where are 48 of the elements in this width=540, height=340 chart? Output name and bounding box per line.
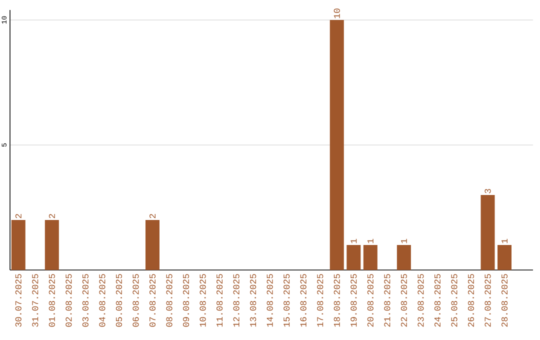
x-tick-label: 30.07.2025 [15, 274, 22, 327]
data-label: 1 [502, 238, 508, 244]
x-tick-label: 11.08.2025 [216, 274, 223, 327]
x-tick-label: 17.08.2025 [317, 274, 324, 327]
bar [498, 245, 512, 270]
x-tick-label: 25.08.2025 [451, 274, 458, 327]
x-tick-label: 28.08.2025 [501, 274, 508, 327]
x-tick-label: 16.08.2025 [300, 274, 306, 327]
x-tick-label: 10.08.2025 [200, 274, 206, 327]
x-tick-label: 05.08.2025 [116, 274, 122, 327]
x-tick-label: 20.08.2025 [367, 274, 374, 327]
data-label: 1 [350, 238, 357, 244]
x-tick-label: 04.08.2025 [99, 274, 106, 327]
data-label: 2 [48, 214, 55, 218]
x-tick-label: 13.08.2025 [250, 274, 256, 327]
data-label: 2 [149, 214, 156, 218]
bar [145, 220, 160, 270]
bar [363, 245, 378, 270]
bar [396, 245, 411, 270]
data-label: 1 [367, 238, 374, 244]
x-tick-label: 26.08.2025 [468, 274, 474, 327]
x-tick-label: 12.08.2025 [233, 274, 240, 327]
x-tick-label: 03.08.2025 [82, 274, 88, 327]
bar [480, 195, 495, 270]
bar [330, 20, 344, 270]
x-tick-label: 31.07.2025 [32, 274, 38, 327]
x-tick-label: 21.08.2025 [384, 274, 390, 327]
data-label: 2 [15, 214, 22, 218]
x-tick-label: 09.08.2025 [182, 274, 190, 327]
x-tick-label: 01.08.2025 [48, 274, 55, 327]
x-tick-label: 15.08.2025 [284, 274, 290, 327]
x-tick-label: 19.08.2025 [350, 274, 357, 327]
bar [44, 220, 59, 270]
x-tick-label: 24.08.2025 [434, 274, 441, 327]
x-tick-label: 18.08.2025 [334, 274, 340, 327]
x-tick-label: 02.08.2025 [66, 274, 72, 327]
x-tick-label: 23.08.2025 [418, 274, 424, 327]
data-label: 10 [334, 8, 340, 18]
x-tick-label: 08.08.2025 [166, 274, 172, 327]
x-tick-label: 06.08.2025 [132, 274, 139, 327]
x-tick-label: 27.08.2025 [484, 274, 491, 327]
x-tick-label: 07.08.2025 [149, 274, 156, 327]
data-label: 1 [400, 238, 407, 244]
x-tick-label: 14.08.2025 [266, 274, 273, 327]
data-label: 3 [484, 188, 491, 194]
bar [346, 245, 361, 270]
bar [11, 220, 26, 270]
x-tick-label: 22.08.2025 [400, 274, 407, 327]
